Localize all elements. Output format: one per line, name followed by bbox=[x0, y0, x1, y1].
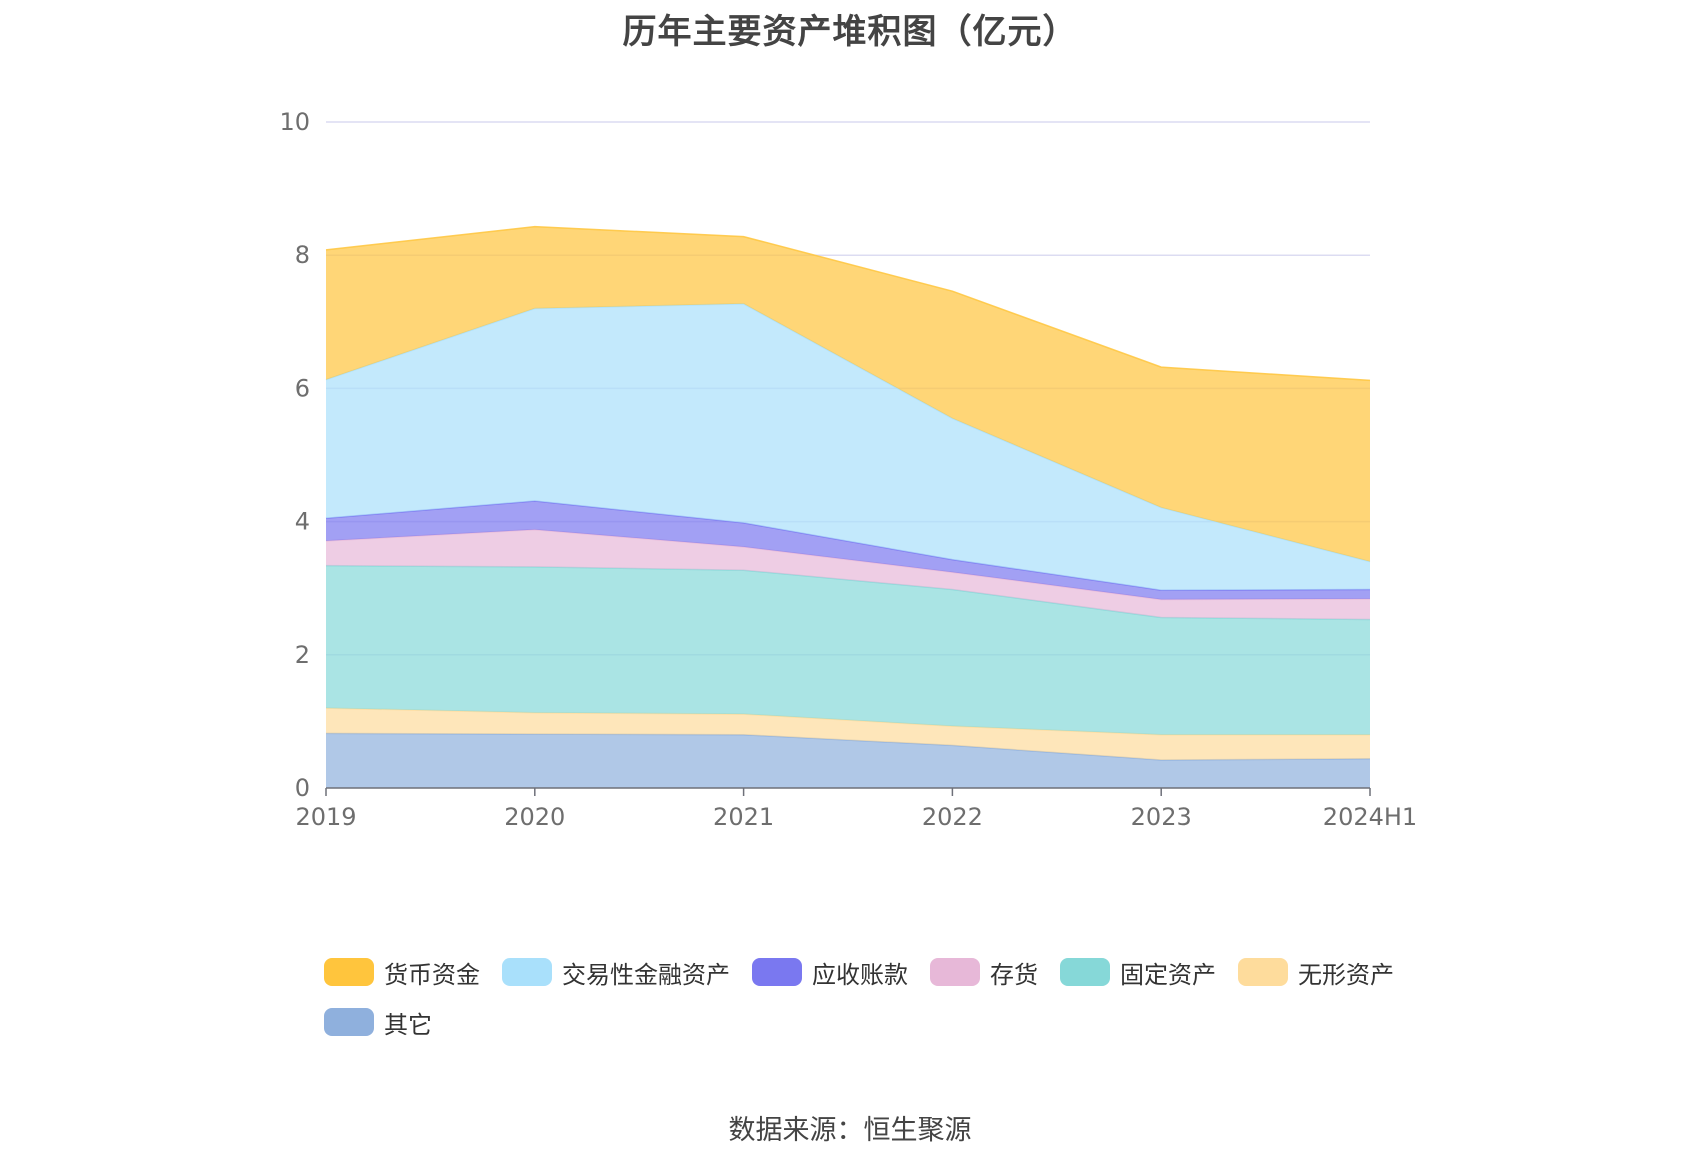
area-series-4 bbox=[326, 501, 1370, 600]
axes: 0 2 4 6 8 10 2019 2020 2021 2022 2023 2024H1 bbox=[279, 108, 1417, 831]
legend-label: 其它 bbox=[384, 1010, 432, 1039]
area-series-2 bbox=[326, 565, 1370, 735]
y-tick-label: 6 bbox=[295, 374, 310, 402]
area-series-edge-6 bbox=[325, 225, 1371, 382]
area-series-layer bbox=[325, 225, 1371, 788]
area-series-3 bbox=[326, 529, 1370, 620]
legend-item[interactable]: 交易性金融资产 bbox=[502, 958, 730, 989]
x-tick-label: 2023 bbox=[1131, 803, 1192, 831]
legend-swatch bbox=[1060, 958, 1110, 986]
y-tick-label: 4 bbox=[295, 508, 310, 536]
legend-swatch bbox=[324, 958, 374, 986]
legend-label: 交易性金融资产 bbox=[562, 960, 730, 989]
x-tick-label: 2024H1 bbox=[1323, 803, 1417, 831]
legend-label: 应收账款 bbox=[812, 960, 908, 989]
y-tick-label: 0 bbox=[295, 774, 310, 802]
legend-label: 货币资金 bbox=[384, 960, 480, 989]
x-tick-label: 2022 bbox=[922, 803, 983, 831]
legend-label: 无形资产 bbox=[1298, 960, 1394, 989]
legend-swatch bbox=[502, 958, 552, 986]
area-series-5 bbox=[326, 303, 1370, 591]
x-tick-label: 2019 bbox=[295, 803, 356, 831]
x-tick-label: 2020 bbox=[504, 803, 565, 831]
chart-title: 历年主要资产堆积图（亿元） bbox=[622, 12, 1078, 52]
legend-label: 存货 bbox=[990, 960, 1038, 989]
legend-label: 固定资产 bbox=[1120, 960, 1216, 989]
y-tick-label: 10 bbox=[279, 108, 310, 136]
area-series-6 bbox=[326, 226, 1370, 562]
legend-swatch bbox=[1238, 958, 1288, 986]
legend-item[interactable]: 应收账款 bbox=[752, 958, 908, 989]
legend-swatch bbox=[752, 958, 802, 986]
legend-swatch bbox=[930, 958, 980, 986]
legend-item[interactable]: 其它 bbox=[324, 1008, 432, 1039]
area-series-0 bbox=[326, 733, 1370, 788]
data-source-note: 数据来源：恒生聚源 bbox=[728, 1115, 972, 1146]
legend-item[interactable]: 存货 bbox=[930, 958, 1038, 989]
legend-item[interactable]: 固定资产 bbox=[1060, 958, 1216, 989]
legend-item[interactable]: 无形资产 bbox=[1238, 958, 1394, 989]
legend-item[interactable]: 货币资金 bbox=[324, 958, 480, 989]
y-tick-label: 2 bbox=[295, 641, 310, 669]
y-tick-label: 8 bbox=[295, 241, 310, 269]
x-tick-label: 2021 bbox=[713, 803, 774, 831]
chart-legend: 货币资金 交易性金融资产 应收账款 存货 固定资产 无形资产其它 bbox=[324, 958, 1424, 1039]
legend-swatch bbox=[324, 1008, 374, 1036]
area-series-1 bbox=[326, 708, 1370, 760]
